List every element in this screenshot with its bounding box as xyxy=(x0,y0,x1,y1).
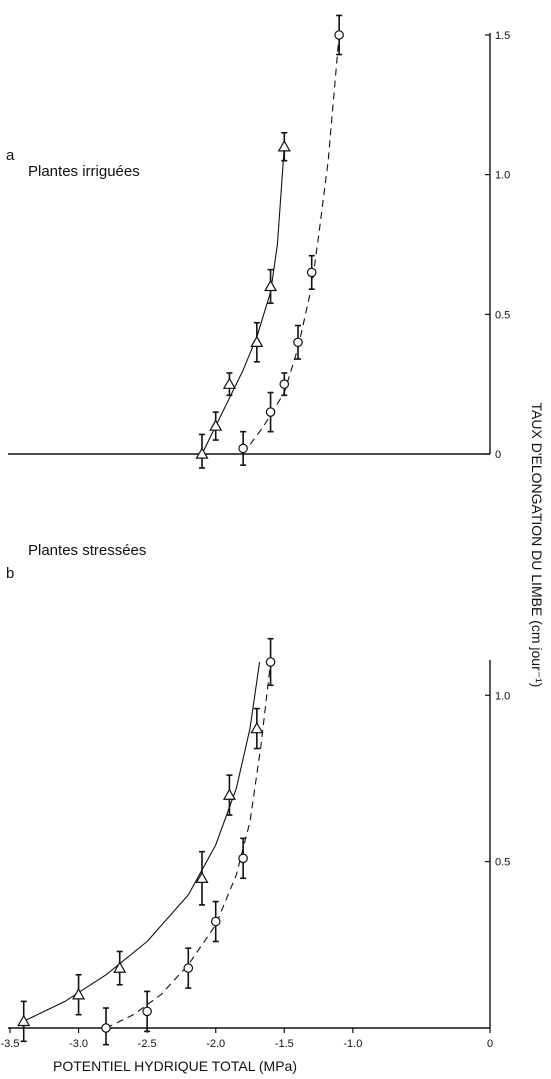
a-circle-point xyxy=(279,379,290,389)
x-tick-label: -1.0 xyxy=(343,1038,362,1050)
x-tick-label: -3.5 xyxy=(1,1038,20,1050)
a-y-tick-label: 1.5 xyxy=(495,30,510,42)
b-triangle-point xyxy=(17,1014,31,1027)
a-triangle-point xyxy=(264,279,278,292)
b-circle-point xyxy=(142,1006,152,1017)
panel-a-title: Plantes irriguées xyxy=(28,163,140,180)
b-circle-point xyxy=(238,853,248,864)
a-circle-point xyxy=(238,443,248,454)
a-triangle-point xyxy=(209,419,223,431)
y-axis-title: TAUX D'ELONGATION DU LIMBE (cm jour⁻¹) xyxy=(529,403,545,688)
panel-b-letter: b xyxy=(6,565,14,582)
a-series-1-curve xyxy=(201,146,285,455)
a-triangle-point xyxy=(222,377,236,389)
b-triangle-point xyxy=(250,721,264,734)
b-triangle-point xyxy=(222,788,236,800)
b-triangle-point xyxy=(113,961,127,973)
panel-a-letter: a xyxy=(6,147,15,164)
b-series-1-curve xyxy=(23,661,261,1022)
x-tick-label: -3.0 xyxy=(69,1038,88,1050)
a-circle-point xyxy=(265,407,276,417)
panel-b-series xyxy=(17,637,276,1046)
b-y-tick-label: 1.0 xyxy=(495,690,510,702)
b-series-2-curve xyxy=(105,661,272,1029)
b-circle-point xyxy=(265,657,276,667)
x-axis-title: POTENTIEL HYDRIQUE TOTAL (MPa) xyxy=(53,1058,297,1074)
a-circle-point xyxy=(334,30,344,40)
a-circle-point xyxy=(293,337,303,348)
a-triangle-point xyxy=(250,335,264,347)
panel-b: b Plantes stressées 0.5 1.0 -3.5 -3.0 -2.5 -2… xyxy=(1,542,511,1050)
a-y-tick-label: 0 xyxy=(495,449,501,461)
panel-a: a Plantes irriguées 0 0.5 1.0 1.5 xyxy=(6,14,510,469)
b-y-tick-label: 0.5 xyxy=(495,857,510,869)
x-tick-label: 0 xyxy=(487,1038,493,1050)
b-circle-point xyxy=(183,963,194,973)
a-y-tick-label: 0.5 xyxy=(495,309,510,321)
a-circle-point xyxy=(306,267,317,278)
x-tick-label: -2.5 xyxy=(138,1038,157,1050)
b-circle-point xyxy=(101,1023,111,1033)
a-triangle-point xyxy=(195,447,209,459)
a-triangle-point xyxy=(277,140,291,152)
a-y-tick-label: 1.0 xyxy=(495,170,510,182)
b-triangle-point xyxy=(195,871,209,883)
a-series-2-curve xyxy=(242,34,340,455)
panel-b-title: Plantes stressées xyxy=(28,542,146,559)
panel-a-series xyxy=(195,14,344,469)
b-circle-point xyxy=(210,916,221,927)
x-tick-label: -1.5 xyxy=(275,1038,294,1050)
x-tick-label: -2.0 xyxy=(206,1038,225,1050)
panel-b-axes: 0.5 1.0 -3.5 -3.0 -2.5 -2.0 -1.5 -1.0 0 xyxy=(1,660,510,1050)
panel-a-axes: 0 0.5 1.0 1.5 xyxy=(8,30,510,461)
b-triangle-point xyxy=(72,988,86,1000)
